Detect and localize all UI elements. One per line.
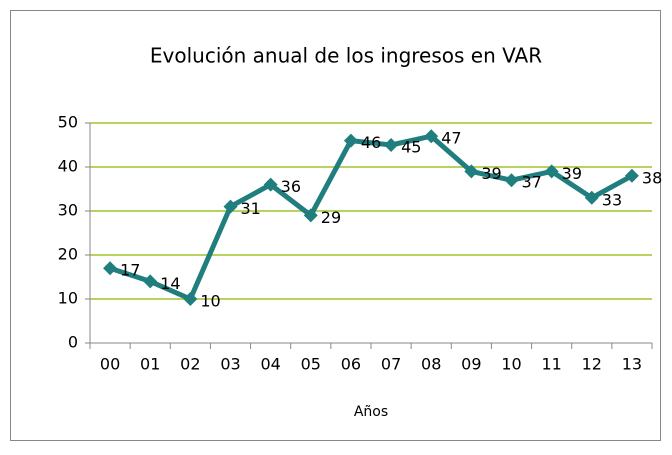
y-tick-label: 20 — [58, 245, 78, 264]
x-tick-label: 03 — [220, 355, 240, 374]
chart-title: Evolución anual de los ingresos en VAR — [150, 44, 542, 68]
x-tick-label: 12 — [582, 355, 602, 374]
x-tick-label: 08 — [421, 355, 441, 374]
data-label: 47 — [441, 129, 461, 148]
x-tick-label: 05 — [301, 355, 321, 374]
data-point — [464, 164, 479, 179]
data-label: 45 — [401, 138, 421, 157]
y-tick-label: 50 — [58, 113, 78, 132]
x-tick-label: 01 — [140, 355, 160, 374]
x-tick-label: 07 — [381, 355, 401, 374]
data-point — [504, 173, 519, 188]
data-point — [584, 190, 599, 205]
data-label: 33 — [602, 190, 622, 209]
x-tick-label: 13 — [622, 355, 642, 374]
data-label: 46 — [361, 133, 381, 152]
data-label: 14 — [160, 274, 180, 293]
data-point — [303, 208, 318, 223]
data-point — [263, 177, 278, 192]
chart-border — [10, 10, 661, 441]
data-point — [223, 199, 238, 214]
x-tick-label: 04 — [260, 355, 280, 374]
data-point — [624, 168, 639, 183]
x-tick-label: 10 — [501, 355, 521, 374]
data-label: 17 — [120, 261, 140, 280]
series-line — [109, 133, 634, 302]
y-tick-label: 0 — [68, 333, 78, 352]
data-label: 37 — [522, 173, 542, 192]
data-point — [103, 261, 118, 276]
x-axis-label: Años — [354, 404, 388, 420]
data-label: 39 — [481, 164, 501, 183]
x-tick-label: 02 — [180, 355, 200, 374]
data-label: 29 — [321, 208, 341, 227]
data-point — [424, 129, 439, 144]
y-tick-label: 40 — [58, 157, 78, 176]
data-point — [183, 292, 198, 306]
data-point — [384, 138, 399, 152]
data-label: 31 — [241, 199, 261, 218]
data-point — [343, 133, 358, 148]
x-tick-label: 11 — [541, 355, 561, 374]
data-label: 10 — [200, 292, 220, 311]
x-tick-label: 00 — [100, 355, 120, 374]
x-tick-label: 06 — [341, 355, 361, 374]
data-label: 39 — [562, 164, 582, 183]
y-tick-label: 10 — [58, 289, 78, 308]
data-label: 38 — [642, 168, 662, 187]
x-tick-label: 09 — [461, 355, 481, 374]
data-point — [544, 164, 559, 179]
data-label: 36 — [281, 177, 301, 196]
y-tick-label: 30 — [58, 201, 78, 220]
data-point — [143, 274, 158, 289]
